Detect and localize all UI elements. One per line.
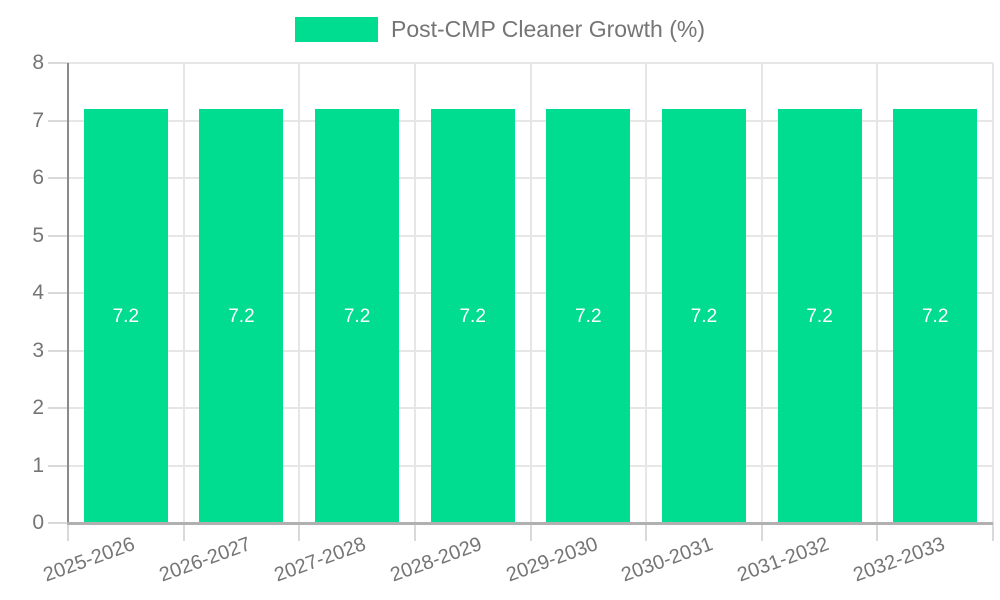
bar[interactable]: 7.2 [546,109,631,523]
bar-value-label: 7.2 [806,305,833,327]
x-axis-line [67,522,993,525]
x-axis-tick [298,523,301,541]
legend-label: Post-CMP Cleaner Growth (%) [391,16,705,42]
x-axis-tick [413,523,416,541]
y-axis-label: 3 [32,338,44,362]
legend[interactable]: Post-CMP Cleaner Growth (%) [0,16,1000,43]
bar[interactable]: 7.2 [83,109,168,523]
bar[interactable]: 7.2 [315,109,400,523]
x-axis-label: 2032-2033 [849,533,948,587]
x-axis-label: 2031-2032 [734,533,832,587]
y-axis-tick [48,234,69,237]
bar-value-label: 7.2 [459,305,486,327]
x-axis-label: 2030-2031 [618,533,717,587]
x-axis-tick [182,523,185,541]
y-axis-tick [48,407,69,409]
x-axis-tick [529,523,532,541]
x-axis-label: 2027-2028 [271,533,370,587]
bar[interactable]: 7.2 [430,109,515,523]
v-gridline [760,63,763,523]
y-axis-line [67,63,69,523]
y-axis-tick [48,177,69,179]
bar-value-label: 7.2 [343,305,371,327]
x-axis-label: 2025-2026 [40,533,138,587]
y-axis-label: 5 [32,223,44,247]
bar-value-label: 7.2 [228,305,255,327]
y-axis-label: 7 [32,108,44,132]
bar-value-label: 7.2 [921,305,949,327]
bar-value-label: 7.2 [690,305,718,327]
y-axis-tick [48,119,69,122]
y-axis-label: 6 [32,166,44,190]
bar-value-label: 7.2 [575,305,602,327]
v-gridline [182,63,185,523]
v-gridline [992,63,994,523]
y-axis-tick [48,62,69,64]
x-axis-label: 2028-2029 [387,533,485,587]
y-axis-tick [48,292,69,294]
v-gridline [298,63,301,523]
bar[interactable]: 7.2 [199,109,284,523]
x-axis-tick [992,523,994,541]
y-axis-tick [48,349,69,352]
y-axis-label: 4 [32,281,44,305]
v-gridline [529,63,532,523]
x-axis-label: 2026-2027 [156,533,254,587]
x-axis-tick [67,523,69,541]
y-axis-label: 1 [32,453,44,477]
v-gridline [645,63,648,523]
v-gridline [413,63,416,523]
bar-value-label: 7.2 [112,305,140,327]
y-axis-label: 2 [32,396,44,420]
x-axis-tick [645,523,648,541]
y-axis-tick [48,522,69,524]
y-axis-label: 8 [32,51,44,75]
y-axis-tick [48,464,69,467]
x-axis-label: 2029-2030 [503,533,601,587]
x-axis-tick [760,523,763,541]
bar[interactable]: 7.2 [893,109,978,523]
bar[interactable]: 7.2 [661,109,746,523]
y-axis-label: 0 [32,511,44,535]
v-gridline [876,63,879,523]
legend-swatch-icon [295,17,378,42]
bar[interactable]: 7.2 [777,109,862,523]
x-axis-tick [876,523,879,541]
